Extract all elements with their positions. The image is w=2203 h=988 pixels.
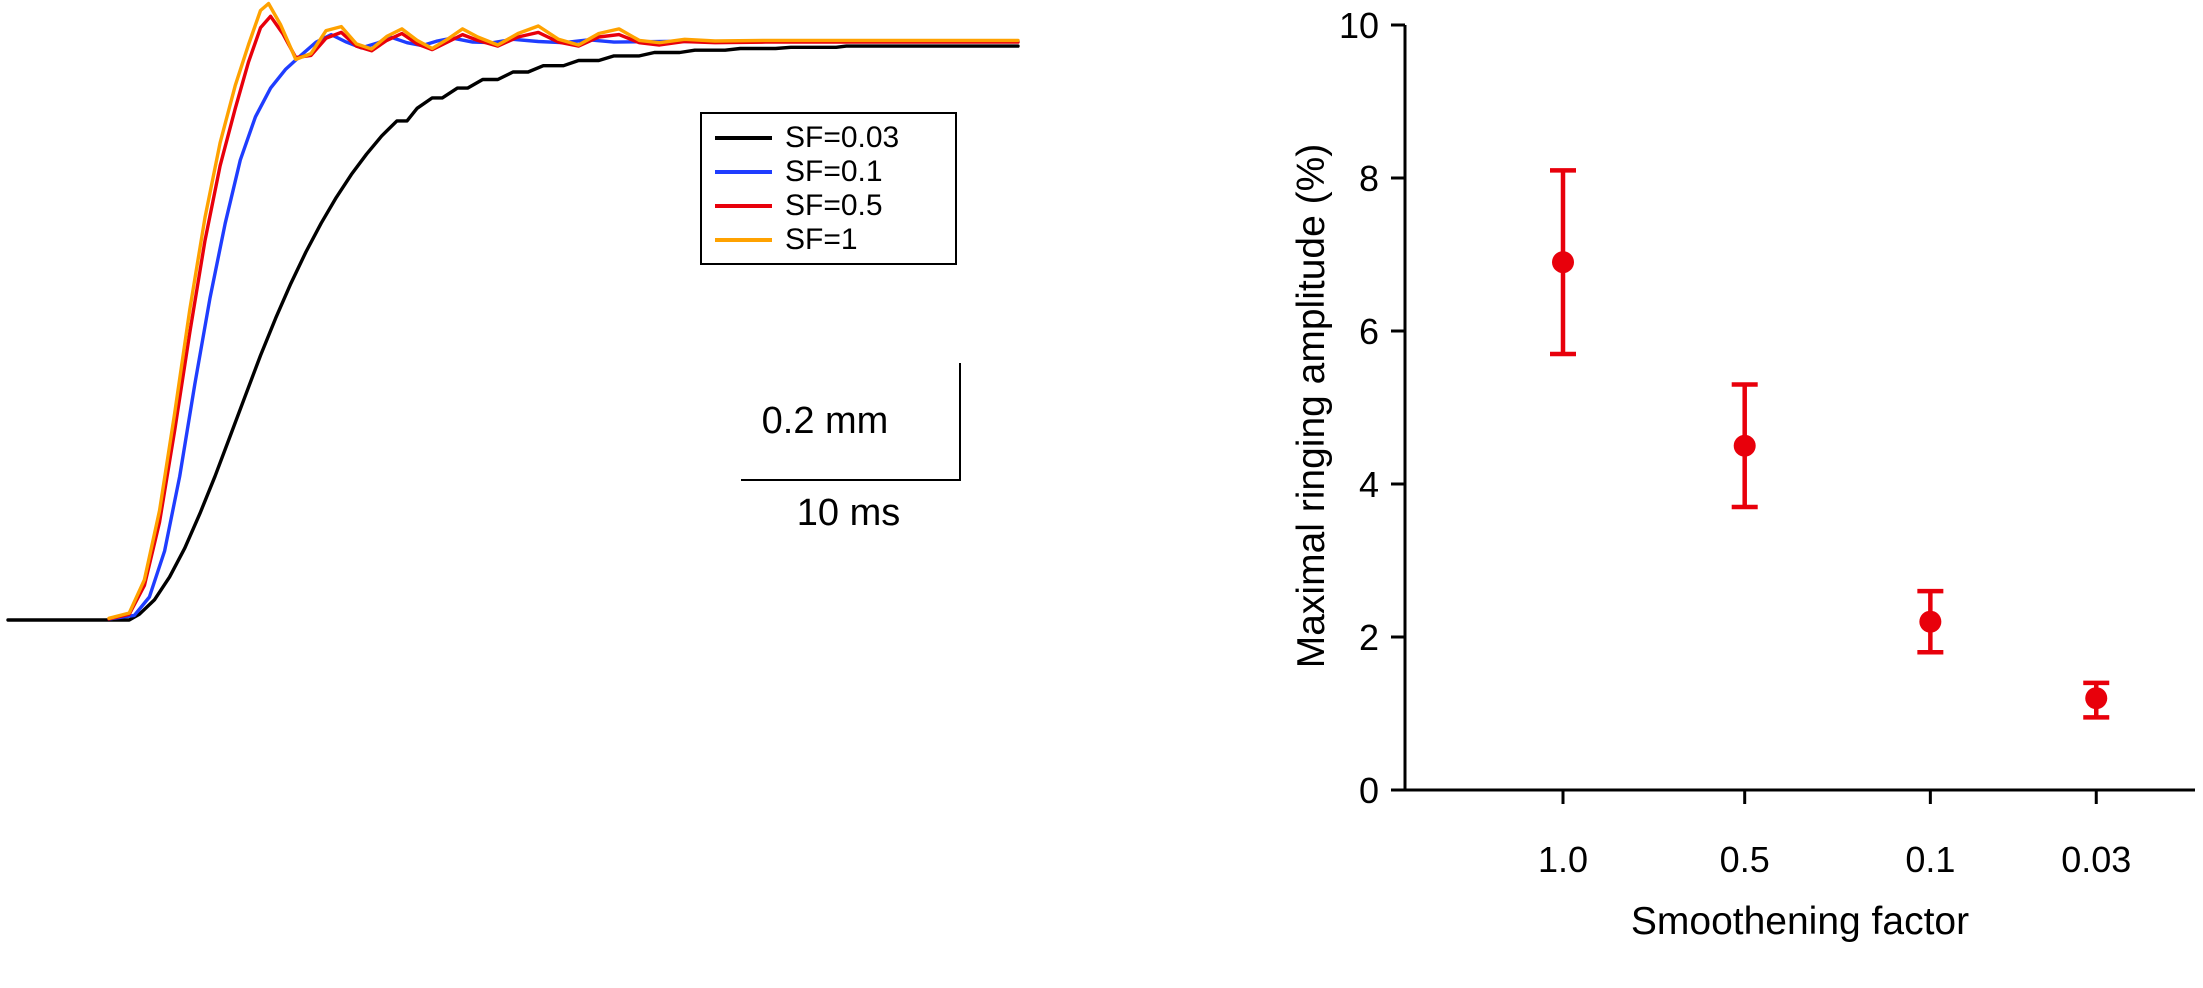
data-point xyxy=(1733,434,1756,457)
curve-SF=1 xyxy=(107,1,1020,620)
y-axis-label: Maximal ringing amplitude (%) xyxy=(1290,143,1333,669)
legend-box: SF=0.03 SF=0.1 SF=0.5 SF=1 xyxy=(700,112,957,265)
data-point xyxy=(1919,610,1942,633)
legend-label: SF=0.1 xyxy=(785,154,883,188)
axes xyxy=(1403,25,2195,792)
step-response-plot xyxy=(6,1,1020,622)
x-tick-label: 0.03 xyxy=(2061,839,2131,880)
y-tick-label: 0 xyxy=(1359,770,1379,811)
y-tick-label: 6 xyxy=(1359,311,1379,352)
legend-line-swatch-blue xyxy=(715,169,772,174)
x-axis-label: Smoothening factor xyxy=(1630,900,1970,943)
x-tick-label: 0.5 xyxy=(1720,839,1770,880)
scale-bar-time-label: 10 ms xyxy=(796,492,901,534)
y-tick-label: 2 xyxy=(1359,617,1379,658)
curve-SF=0.03 xyxy=(6,44,1020,622)
legend-line-swatch-red xyxy=(715,203,772,208)
curve-SF=0.5 xyxy=(107,14,1020,621)
x-tick-label: 0.1 xyxy=(1905,839,1955,880)
legend-item-sf-0-5: SF=0.5 xyxy=(715,190,942,221)
data-point xyxy=(1552,251,1574,274)
y-tick-label: 4 xyxy=(1359,464,1379,505)
scale-bar-amplitude-label: 0.2 mm xyxy=(761,400,889,442)
scale-bar-horizontal-line xyxy=(741,479,961,481)
legend-label: SF=1 xyxy=(785,222,858,256)
x-tick-label: 1.0 xyxy=(1538,839,1588,880)
ringing-amplitude-plot: 0 2 4 6 8 10 1.0 0.5 0.1 0.03 xyxy=(1339,5,2195,880)
legend-item-sf-1: SF=1 xyxy=(715,224,942,255)
legend-label: SF=0.03 xyxy=(785,120,900,154)
data-point xyxy=(2085,687,2108,710)
legend-label: SF=0.5 xyxy=(785,188,883,222)
legend-line-swatch-orange xyxy=(715,237,772,242)
legend-item-sf-0-1: SF=0.1 xyxy=(715,156,942,187)
scale-bar-vertical-line xyxy=(959,363,961,481)
y-tick-label: 10 xyxy=(1339,5,1379,46)
legend-line-swatch-black xyxy=(715,135,772,140)
y-tick-label: 8 xyxy=(1359,158,1379,199)
legend-item-sf-0-03: SF=0.03 xyxy=(715,122,942,153)
